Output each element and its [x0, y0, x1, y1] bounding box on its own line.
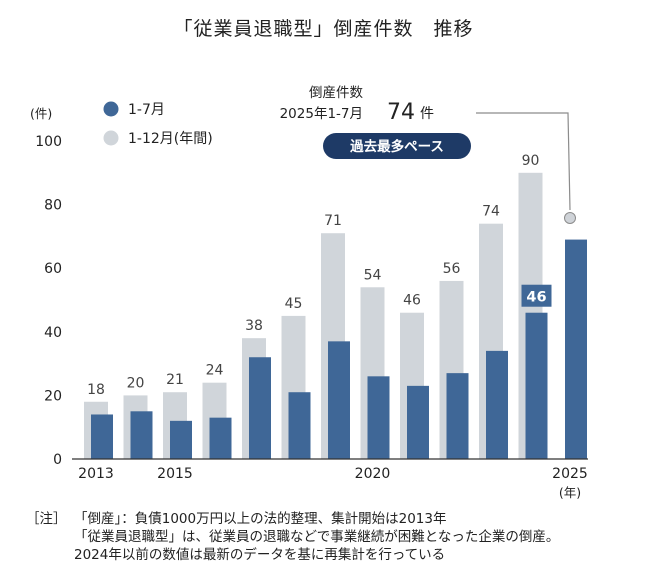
annotation-value: 74: [387, 100, 415, 125]
chart-title: 「従業員退職型」倒産件数 推移: [173, 18, 474, 40]
bar-jan-jul: [249, 357, 271, 459]
legend-marker-annual: [103, 130, 119, 146]
annotation-marker: [564, 212, 576, 224]
y-tick-label: 40: [44, 325, 62, 341]
data-label-annual: 71: [324, 213, 342, 229]
data-label-annual: 56: [443, 261, 461, 277]
bar-jan-jul: [486, 350, 508, 459]
footnote-prefix: ［注］: [26, 511, 67, 527]
bar-jan-jul: [209, 417, 232, 459]
legend-label-annual: 1-12月(年間): [128, 131, 213, 147]
footnote-line-1: 「倒産」：負債1000万円以上の法的整理、集計開始は2013年: [74, 511, 447, 527]
data-label-annual: 24: [206, 363, 224, 379]
data-label-annual: 90: [522, 153, 540, 169]
footnote-line-3: 2024年以前の数値は最新のデータを基に再集計を行っている: [74, 547, 446, 563]
x-tick-label: 2020: [355, 466, 391, 482]
footnote: ［注］ 「倒産」：負債1000万円以上の法的整理、集計開始は2013年 「従業員…: [26, 510, 559, 564]
bar-jan-jul: [170, 420, 192, 459]
data-label-annual: 38: [245, 318, 263, 334]
bar-jan-jul: [525, 312, 548, 459]
legend-marker-jan-jul: [103, 101, 119, 117]
y-tick-label: 20: [44, 388, 62, 404]
x-tick-label: 2015: [157, 466, 193, 482]
data-label-box: [521, 284, 552, 307]
y-tick-label: 80: [44, 198, 62, 214]
annotation-unit: 件: [420, 106, 434, 122]
legend-label-jan-jul: 1-7月: [128, 102, 165, 118]
data-label-annual: 20: [127, 375, 145, 391]
y-axis-unit: (件): [30, 106, 52, 121]
x-axis-unit: (年): [559, 485, 581, 500]
data-label-annual: 18: [87, 382, 105, 398]
data-label-annual: 46: [403, 293, 421, 309]
annotation-badge: [323, 133, 471, 159]
bar-jan-jul: [446, 373, 469, 459]
y-tick-label: 100: [35, 134, 62, 150]
bar-chart: 0 20 40 60 80 100 (件) 18 20 21 24 38 45 71 54 46 56 74 90 4…: [30, 85, 588, 500]
annotation-badge-label: 過去最多ペース: [349, 138, 444, 155]
bar-jan-jul: [565, 239, 587, 459]
x-tick-label: 2025: [552, 466, 588, 482]
annotation-line-2: 2025年1-7月: [280, 106, 363, 122]
bar-jan-jul: [91, 414, 113, 459]
data-label-annual: 45: [285, 296, 303, 312]
bar-jan-jul: [407, 385, 429, 459]
y-tick-label: 60: [44, 261, 62, 277]
y-tick-label: 0: [53, 452, 62, 468]
bar-jan-jul: [130, 411, 153, 459]
data-label-annual: 74: [482, 204, 500, 220]
footnote-line-2: 「従業員退職型」は、従業員の退職などで事業継続が困難となった企業の倒産。: [74, 529, 560, 545]
x-tick-label: 2013: [78, 466, 114, 482]
annotation-leader-line: [476, 112, 571, 211]
bar-jan-jul: [288, 392, 311, 459]
annotation-line-1: 倒産件数: [309, 85, 363, 101]
data-label-jan-jul: 46: [526, 290, 546, 306]
bar-jan-jul: [328, 341, 350, 459]
bar-jan-jul: [367, 376, 390, 459]
data-label-annual: 21: [166, 372, 184, 388]
data-label-annual: 54: [364, 267, 382, 283]
